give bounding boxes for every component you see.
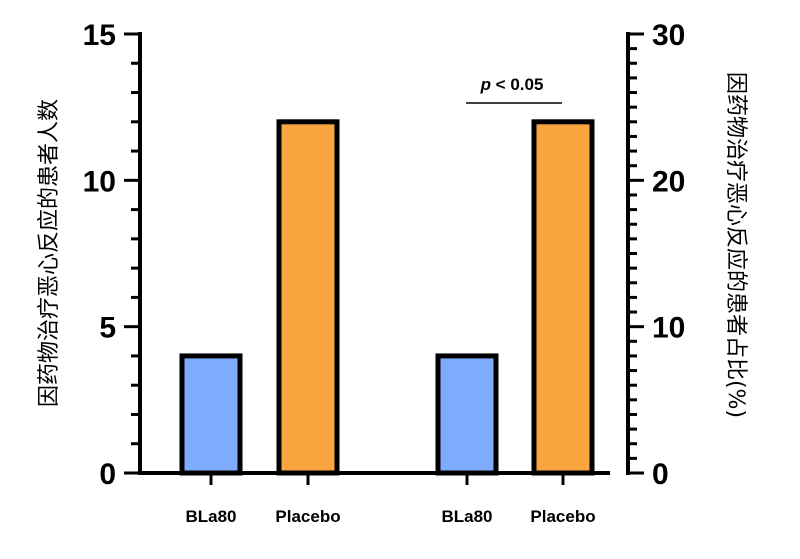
right-axis: 0 10 20 30 xyxy=(626,19,685,491)
category-label: BLa80 xyxy=(441,507,492,526)
bar-bla80 xyxy=(435,353,499,476)
bars xyxy=(179,119,595,476)
right-tick-label: 20 xyxy=(652,165,685,198)
left-axis-title: 因药物治疗恶心反应的患者人数 xyxy=(37,99,62,407)
category-label: BLa80 xyxy=(185,507,236,526)
category-label: Placebo xyxy=(530,507,595,526)
left-tick-label: 15 xyxy=(83,19,116,52)
right-axis-title: 因药物治疗恶心反应的患者占比(%) xyxy=(723,72,748,418)
category-label: Placebo xyxy=(275,507,340,526)
bar-bla80 xyxy=(179,353,243,476)
right-tick-label: 0 xyxy=(652,458,669,491)
p-threshold: < 0.05 xyxy=(491,75,543,94)
left-tick-label: 10 xyxy=(83,165,116,198)
p-value-label: p < 0.05 xyxy=(480,75,544,94)
left-tick-label: 5 xyxy=(99,312,116,345)
bar-placebo xyxy=(531,119,595,476)
right-tick-label: 30 xyxy=(652,19,685,52)
right-tick-label: 10 xyxy=(652,312,685,345)
left-tick-label: 0 xyxy=(99,458,116,491)
category-labels: BLa80 Placebo BLa80 Placebo xyxy=(185,473,596,526)
p-symbol: p xyxy=(480,75,491,94)
significance-annotation: p < 0.05 xyxy=(466,75,562,104)
bar-placebo xyxy=(276,119,340,476)
